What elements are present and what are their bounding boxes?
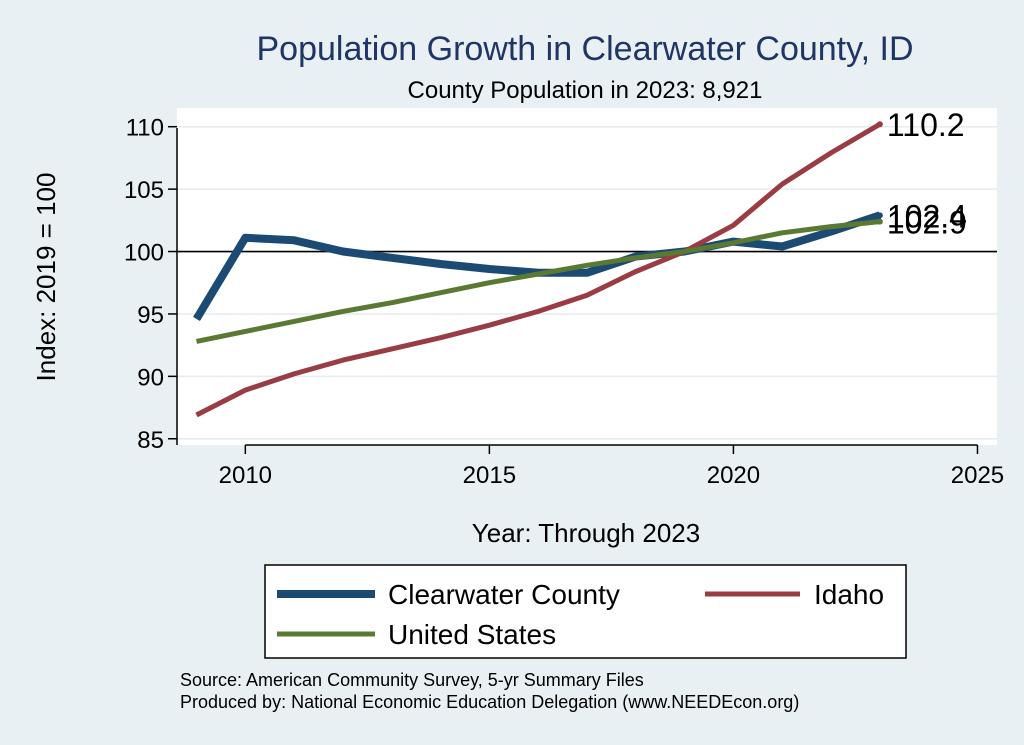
legend: Clearwater County Idaho United States (277, 579, 884, 650)
chart-subtitle: County Population in 2023: 8,921 (408, 77, 763, 104)
x-tick-label: 2015 (463, 462, 516, 489)
end-point (876, 121, 883, 128)
source-line: Source: American Community Survey, 5-yr … (180, 670, 644, 690)
end-point (876, 212, 883, 219)
y-tick-label: 85 (137, 427, 164, 454)
y-tick-label: 110 (126, 115, 164, 142)
end-label: 110.2 (887, 107, 965, 143)
legend-label: United States (388, 619, 556, 650)
axes (176, 128, 978, 446)
y-tick-label: 90 (137, 364, 164, 391)
series-line-united-states (195, 219, 881, 344)
end-point (876, 218, 883, 225)
y-tick-label: 105 (124, 177, 164, 204)
legend-label: Idaho (814, 579, 884, 610)
producer-line: Produced by: National Economic Education… (180, 692, 799, 712)
y-axis-label: Index: 2019 = 100 (31, 173, 61, 382)
end-label: 102.4 (887, 199, 967, 235)
y-axis-ticks: 85 90 95 100 105 110 (124, 115, 177, 454)
x-tick-label: 2025 (951, 462, 1004, 489)
end-label: 102.9 (887, 204, 967, 240)
x-tick-label: 2020 (707, 462, 760, 489)
legend-label: Clearwater County (388, 579, 620, 610)
legend-box (264, 564, 907, 659)
chart-title: Population Growth in Clearwater County, … (256, 30, 913, 68)
x-axis-label: Year: Through 2023 (472, 518, 700, 548)
series-line-idaho (195, 122, 882, 418)
series-lines (193, 122, 882, 418)
end-labels: 102.9 110.2 102.4 (876, 107, 967, 240)
y-tick-label: 100 (124, 240, 164, 267)
y-tick-label: 95 (137, 302, 164, 329)
x-axis-ticks: 2010 2015 2020 2025 (219, 445, 1004, 489)
x-tick-label: 2010 (219, 462, 272, 489)
